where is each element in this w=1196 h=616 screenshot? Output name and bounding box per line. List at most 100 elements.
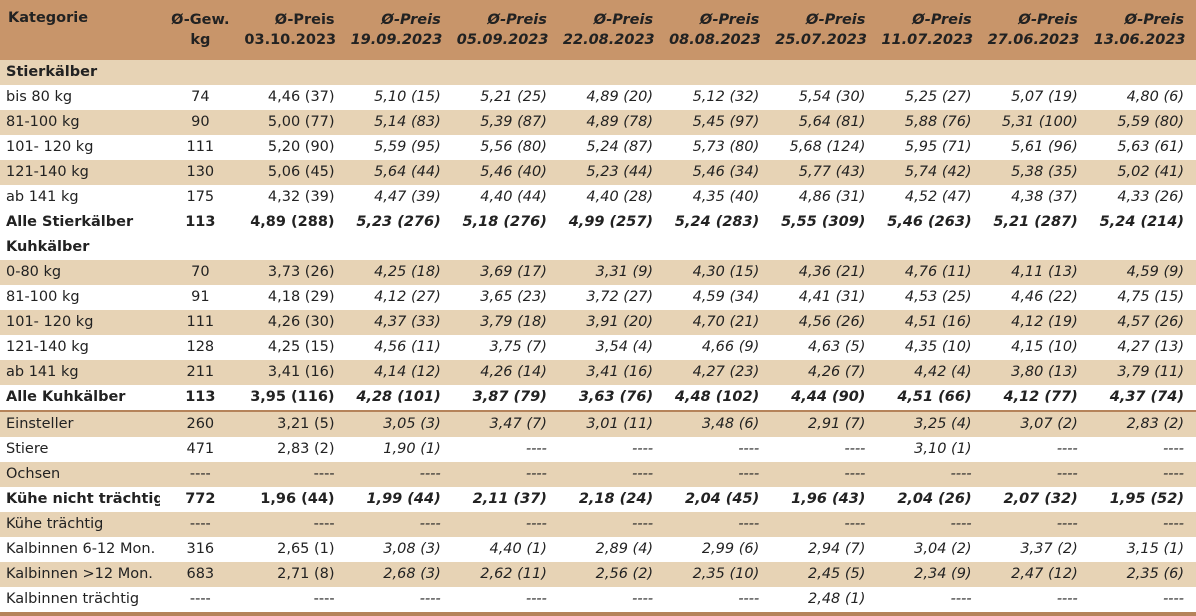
price-cell: 3,65 (23) (452, 285, 559, 310)
row-weight (160, 60, 241, 85)
row-label: Kalbinnen 6-12 Mon. (0, 537, 161, 562)
price-cell: 4,26 (7) (771, 360, 878, 385)
price-cell: 5,18 (276) (452, 210, 559, 235)
price-cell (240, 235, 347, 260)
price-cell: 5,74 (42) (877, 160, 984, 185)
price-cell: 3,79 (18) (452, 310, 559, 335)
price-cell: 4,35 (40) (665, 185, 772, 210)
price-cell: 4,75 (15) (1089, 285, 1196, 310)
price-cell: 1,99 (44) (346, 487, 453, 512)
price-cell: 4,53 (25) (877, 285, 984, 310)
price-cell: 4,36 (21) (771, 260, 878, 285)
price-cell: 1,95 (52) (1089, 487, 1196, 512)
header-preis-date: Ø-Preis 08.08.2023 (665, 0, 772, 60)
price-cell: 3,05 (3) (346, 410, 453, 437)
price-cell: 2,07 (32) (983, 487, 1090, 512)
price-cell: 5,24 (87) (558, 135, 666, 160)
price-cell: 4,33 (26) (1089, 185, 1196, 210)
price-cell: 5,46 (40) (452, 160, 559, 185)
price-cell: 4,63 (5) (771, 335, 878, 360)
table-row: Kalbinnen trächtig ---- ---- ---- ---- ---- --… (0, 587, 1196, 616)
price-cell: 5,12 (32) (665, 85, 772, 110)
row-weight: 111 (160, 135, 241, 160)
price-cell: 5,61 (96) (983, 135, 1090, 160)
table-row: ab 141 kg 175 4,32 (39) 4,47 (39) 4,40 (44) 4… (0, 185, 1196, 210)
price-cell: 4,56 (11) (346, 335, 453, 360)
price-cell: 2,71 (8) (240, 562, 347, 587)
header-row: Kategorie Ø-Gew. kg Ø-Preis 03.10.2023 Ø-P… (0, 0, 1196, 60)
table-row: Kühe trächtig ---- ---- ---- ---- ---- ---- ---… (0, 512, 1196, 537)
row-weight: 113 (160, 210, 241, 235)
table-row: Kühe nicht trächtig 772 1,96 (44) 1,99 (44)… (0, 487, 1196, 512)
price-cell: 2,04 (26) (877, 487, 984, 512)
price-cell: 3,10 (1) (877, 437, 984, 462)
header-preis-date: Ø-Preis 25.07.2023 (771, 0, 878, 60)
price-cell: 5,59 (95) (346, 135, 453, 160)
price-cell: ---- (665, 462, 772, 487)
header-preis-date: Ø-Preis 11.07.2023 (877, 0, 984, 60)
price-cell: ---- (877, 462, 984, 487)
price-cell: 3,69 (17) (452, 260, 559, 285)
price-cell: 5,73 (80) (665, 135, 772, 160)
price-cell: 3,15 (1) (1089, 537, 1196, 562)
price-cell: 2,99 (6) (665, 537, 772, 562)
price-cell (452, 235, 559, 260)
price-cell: ---- (558, 512, 666, 537)
table-row: bis 80 kg 74 4,46 (37) 5,10 (15) 5,21 (25) 4,… (0, 85, 1196, 110)
price-cell: 3,80 (13) (983, 360, 1090, 385)
price-cell: 5,23 (276) (346, 210, 453, 235)
price-cell: 4,12 (19) (983, 310, 1090, 335)
row-label: Kühe trächtig (0, 512, 161, 537)
row-weight: ---- (160, 587, 241, 616)
price-cell: 2,35 (10) (665, 562, 772, 587)
price-cell: 3,91 (20) (558, 310, 666, 335)
header-gewicht: Ø-Gew. kg (160, 0, 241, 60)
price-cell: 4,25 (18) (346, 260, 453, 285)
price-cell: ---- (1089, 437, 1196, 462)
row-weight: 128 (160, 335, 241, 360)
price-cell: 5,24 (214) (1089, 210, 1196, 235)
price-cell: ---- (452, 462, 559, 487)
price-cell: 2,83 (2) (240, 437, 347, 462)
price-cell (983, 60, 1090, 85)
price-cell: ---- (983, 462, 1090, 487)
price-cell: 2,34 (9) (877, 562, 984, 587)
price-cell: ---- (665, 437, 772, 462)
price-cell: ---- (452, 512, 559, 537)
row-label: 101- 120 kg (0, 310, 161, 335)
row-label: bis 80 kg (0, 85, 161, 110)
price-cell (558, 60, 666, 85)
price-cell: 4,66 (9) (665, 335, 772, 360)
price-cell: 5,46 (34) (665, 160, 772, 185)
price-cell: ---- (771, 512, 878, 537)
row-label: Alle Kuhkälber (0, 385, 161, 411)
price-cell: 4,44 (90) (771, 385, 878, 411)
row-label: Einsteller (0, 410, 161, 437)
price-cell: 2,35 (6) (1089, 562, 1196, 587)
price-cell: 5,00 (77) (240, 110, 347, 135)
price-cell: ---- (558, 437, 666, 462)
price-cell: 2,89 (4) (558, 537, 666, 562)
price-cell (1089, 235, 1196, 260)
price-cell: 4,26 (30) (240, 310, 347, 335)
table-row: Einsteller 260 3,21 (5) 3,05 (3) 3,47 (7) 3,0… (0, 410, 1196, 437)
price-cell: 4,51 (16) (877, 310, 984, 335)
price-cell: 2,18 (24) (558, 487, 666, 512)
price-cell: 4,28 (101) (346, 385, 453, 411)
price-cell: 5,20 (90) (240, 135, 347, 160)
price-cell: 3,95 (116) (240, 385, 347, 411)
row-weight: 91 (160, 285, 241, 310)
header-kategorie: Kategorie (0, 0, 161, 60)
table-row: Stierkälber (0, 60, 1196, 85)
row-label: Kalbinnen trächtig (0, 587, 161, 616)
price-cell: ---- (983, 512, 1090, 537)
price-cell: 3,73 (26) (240, 260, 347, 285)
price-cell: ---- (1089, 512, 1196, 537)
row-weight: 113 (160, 385, 241, 411)
table-row: Kuhkälber (0, 235, 1196, 260)
price-cell: ---- (983, 587, 1090, 616)
price-cell: 5,95 (71) (877, 135, 984, 160)
header-preis-date: Ø-Preis 13.06.2023 (1089, 0, 1196, 60)
row-weight: 70 (160, 260, 241, 285)
table-row: 101- 120 kg 111 5,20 (90) 5,59 (95) 5,56 (80… (0, 135, 1196, 160)
